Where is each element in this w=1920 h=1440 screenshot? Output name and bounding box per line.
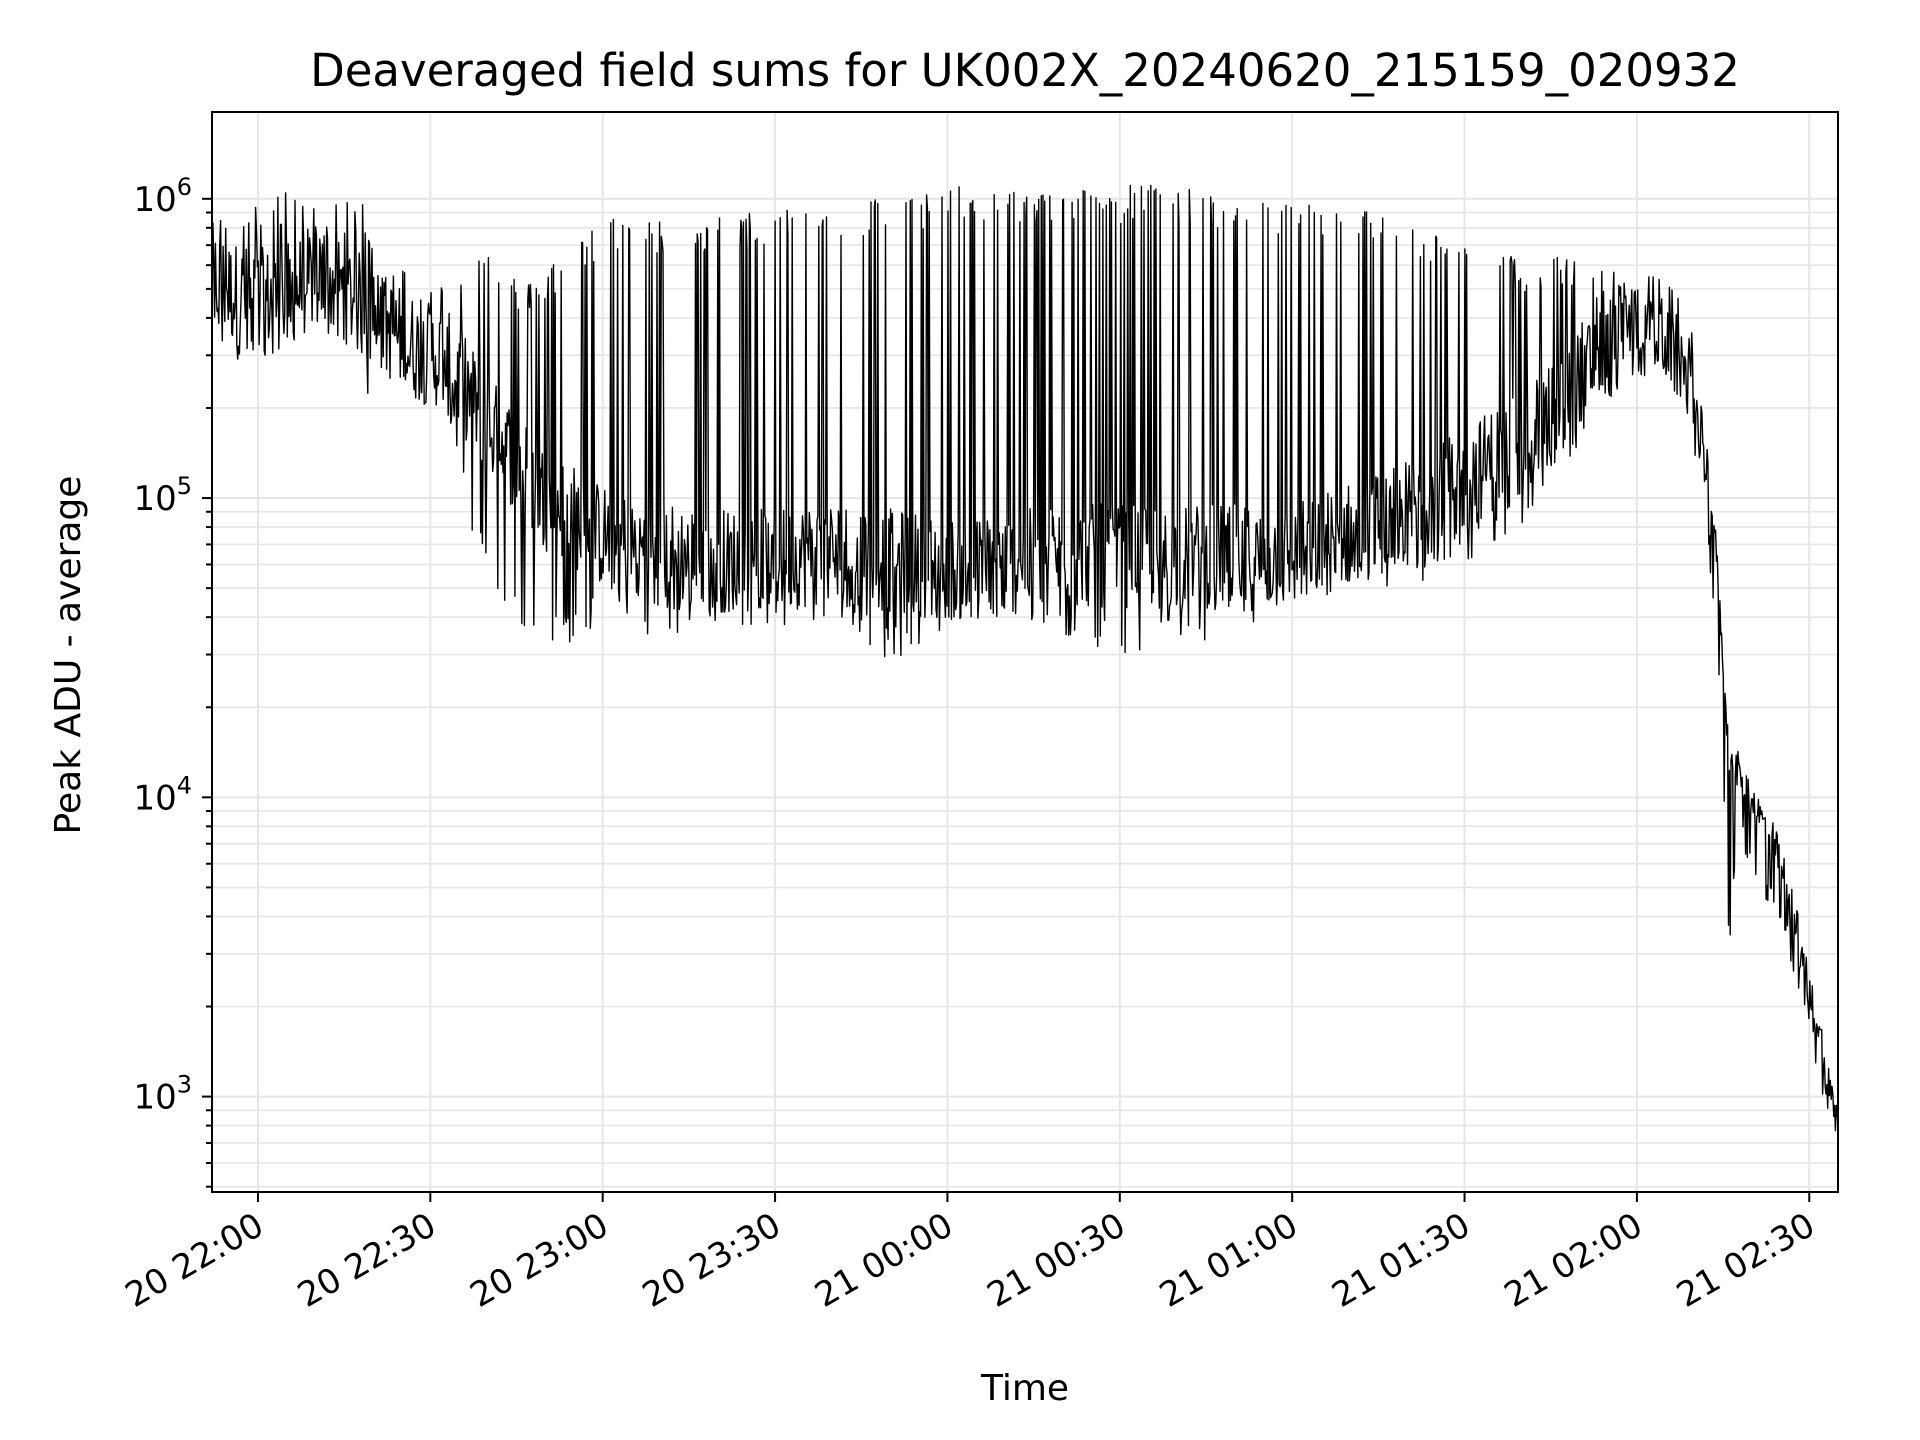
y-tick-label: 104 xyxy=(133,771,192,818)
x-axis-label: Time xyxy=(980,1368,1069,1409)
y-tick-label: 103 xyxy=(133,1071,192,1118)
axes-frame xyxy=(211,111,1839,1193)
chart-title: Deaveraged field sums for UK002X_2024062… xyxy=(310,44,1740,97)
series-line xyxy=(211,184,1839,1132)
plot-area xyxy=(211,184,1839,1132)
y-axis-label: Peak ADU - average xyxy=(48,476,89,835)
y-tick-label: 105 xyxy=(133,472,192,519)
y-tick-label: 106 xyxy=(133,173,192,220)
